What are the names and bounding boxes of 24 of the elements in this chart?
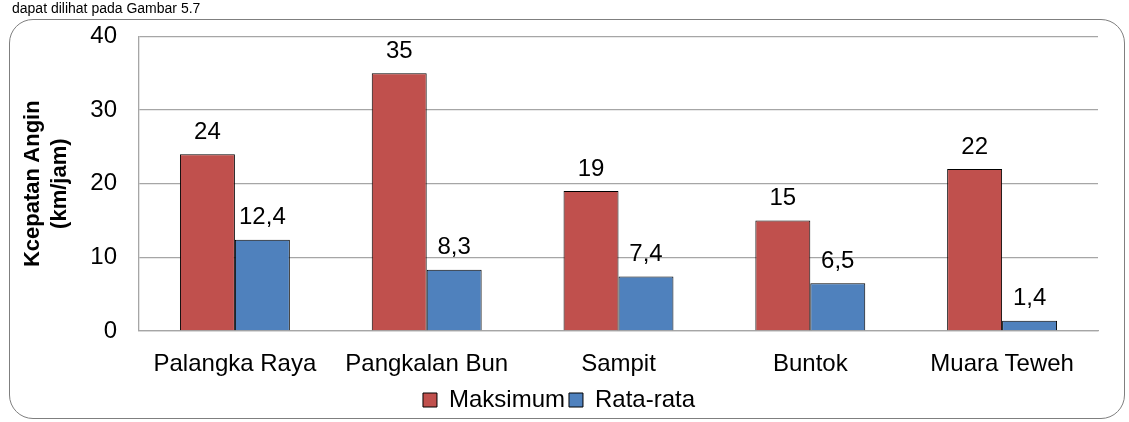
- y-tick-label: 0: [103, 315, 117, 343]
- data-label: 1,4: [1012, 283, 1047, 311]
- data-label: 6,5: [821, 245, 855, 273]
- x-tick-label: Buntok: [772, 349, 849, 377]
- data-label: 12,4: [239, 202, 286, 230]
- y-tick-label: 20: [90, 168, 117, 196]
- legend-label: Rata-rata: [594, 384, 696, 412]
- y-tick-label: 30: [90, 94, 117, 122]
- y-tick-label: 10: [90, 241, 117, 269]
- data-label: 7,4: [629, 239, 663, 267]
- y-tick-label: 40: [90, 21, 117, 49]
- x-tick-label: Muara Teweh: [930, 349, 1074, 377]
- y-axis-title: Kcepatan Angin (km/jam): [19, 100, 71, 268]
- data-label: 22: [961, 131, 988, 159]
- data-label: 24: [194, 116, 221, 144]
- data-label: 19: [577, 153, 605, 181]
- x-tick-label: Pangkalan Bun: [345, 349, 509, 377]
- x-tick-label: Sampit: [581, 349, 657, 377]
- legend-label: Maksimum: [448, 384, 565, 412]
- data-label: 15: [769, 183, 797, 211]
- text: dapat dilihat pada Gambar 5.7: [12, 0, 201, 16]
- data-label: 8,3: [437, 232, 471, 260]
- x-tick-label: Palangka Raya: [153, 349, 317, 377]
- data-label: 35: [385, 35, 413, 63]
